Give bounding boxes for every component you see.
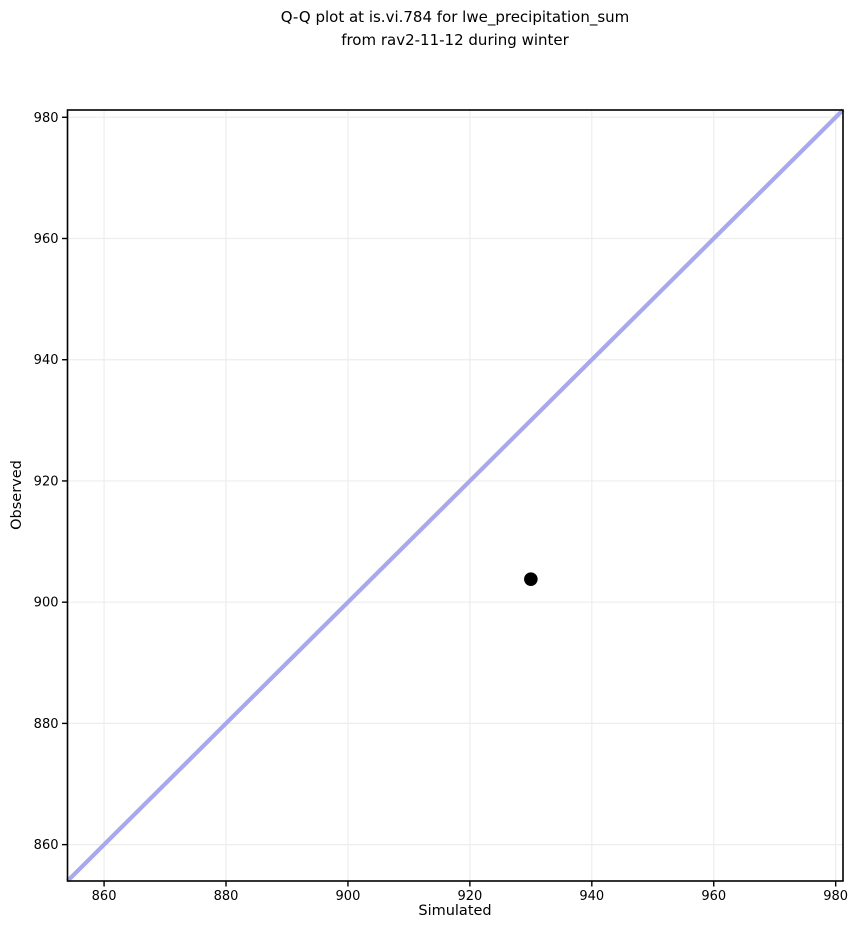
x-tick-label: 980 bbox=[823, 889, 848, 904]
y-axis-label: Observed bbox=[9, 460, 25, 530]
y-tick-label: 940 bbox=[34, 353, 59, 368]
y-tick-label: 900 bbox=[34, 596, 59, 611]
chart-title: Q-Q plot at is.vi.784 for lwe_precipitat… bbox=[67, 6, 843, 52]
y-tick-label: 980 bbox=[34, 111, 59, 126]
x-tick-label: 880 bbox=[214, 889, 239, 904]
x-tick-label: 960 bbox=[701, 889, 726, 904]
chart-title-line2: from rav2-11-12 during winter bbox=[341, 31, 569, 49]
identity-line bbox=[66, 108, 845, 883]
chart-title-line1: Q-Q plot at is.vi.784 for lwe_precipitat… bbox=[280, 8, 630, 26]
x-axis-label: Simulated bbox=[418, 903, 492, 919]
x-tick-label: 920 bbox=[457, 889, 482, 904]
y-tick-label: 860 bbox=[34, 838, 59, 853]
y-tick-label: 960 bbox=[34, 232, 59, 247]
x-tick-label: 900 bbox=[336, 889, 361, 904]
plot-border bbox=[66, 109, 844, 882]
x-tick-label: 940 bbox=[579, 889, 604, 904]
data-point-marker bbox=[524, 572, 538, 586]
y-tick-label: 920 bbox=[34, 474, 59, 489]
x-tick-label: 860 bbox=[92, 889, 117, 904]
y-tick-label: 880 bbox=[34, 717, 59, 732]
